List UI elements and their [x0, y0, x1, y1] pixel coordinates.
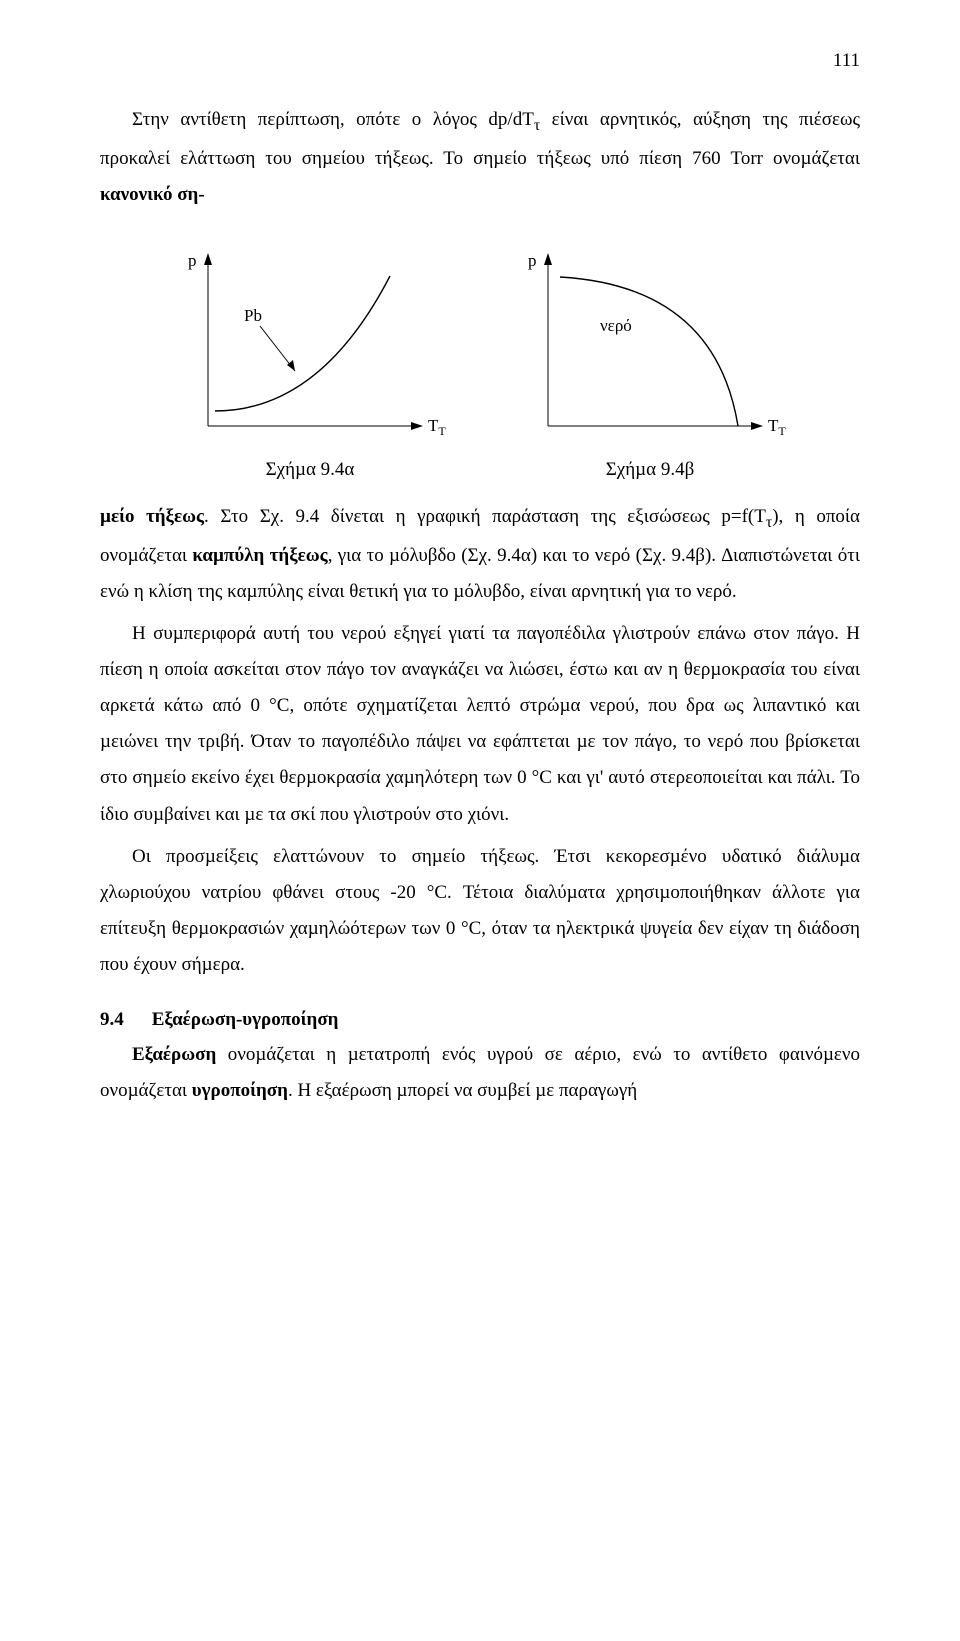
intro-text-a: Στην αντίθετη περίπτωση, οπότε ο λόγος d… — [132, 109, 534, 130]
fig-left-curve-stroke — [215, 276, 390, 411]
fig-left-y-arrow — [204, 253, 212, 265]
fig-right-curve-label: νερό — [600, 316, 632, 335]
fig-left-curve — [215, 276, 390, 411]
fig-right-curve — [560, 277, 738, 426]
p2-bold-curve: καµπύλη τήξεως — [192, 545, 327, 566]
fig-right-ylabel: p — [528, 251, 537, 270]
p2-lead-bold: µείο τήξεως — [100, 506, 204, 527]
section-heading: 9.4 Εξαέρωση-υγροποίηση — [100, 1009, 860, 1031]
fig-right-xlabel: TΤ — [768, 416, 786, 438]
paragraph-intro: Στην αντίθετη περίπτωση, οπότε ο λόγος d… — [100, 102, 860, 213]
fig-left-ylabel: p — [188, 251, 197, 270]
fig-left-curve-label: Pb — [244, 306, 262, 325]
paragraph-5: Εξαέρωση ονοµάζεται η µετατροπή ενός υγρ… — [100, 1037, 860, 1109]
fig-right-y-arrow — [544, 253, 552, 265]
figure-left: p TΤ Pb — [160, 231, 460, 451]
paragraph-4: Οι προσµείξεις ελαττώνουν το σηµείο τήξε… — [100, 839, 860, 983]
figure-captions: Σχήµα 9.4α Σχήµα 9.4β — [100, 459, 860, 481]
paragraph-2: µείο τήξεως. Στο Σχ. 9.4 δίνεται η γραφι… — [100, 499, 860, 610]
p5-bold2: υγροποίηση — [192, 1080, 288, 1101]
fig-right-x-arrow — [751, 422, 763, 430]
intro-bold-term: κανονικό ση- — [100, 184, 205, 205]
p5-bold1: Εξαέρωση — [132, 1044, 216, 1065]
figure-row: p TΤ Pb p — [100, 231, 860, 451]
page-number: 111 — [100, 50, 860, 72]
p5-tail: . Η εξαέρωση µπορεί να συµβεί µε παραγωγ… — [288, 1080, 637, 1101]
paragraph-3: Η συµπεριφορά αυτή του νερού εξηγεί γιατ… — [100, 616, 860, 833]
section-title: Εξαέρωση-υγροποίηση — [152, 1009, 339, 1030]
caption-left: Σχήµα 9.4α — [160, 459, 460, 481]
fig-left-x-arrow — [411, 422, 423, 430]
figure-right: p TΤ νερό — [500, 231, 800, 451]
caption-right: Σχήµα 9.4β — [500, 459, 800, 481]
p2-after-bold: . Στο Σχ. 9.4 δίνεται η γραφική παράστασ… — [204, 506, 766, 527]
section-number: 9.4 — [100, 1009, 124, 1030]
fig-left-xlabel: TΤ — [428, 416, 446, 438]
